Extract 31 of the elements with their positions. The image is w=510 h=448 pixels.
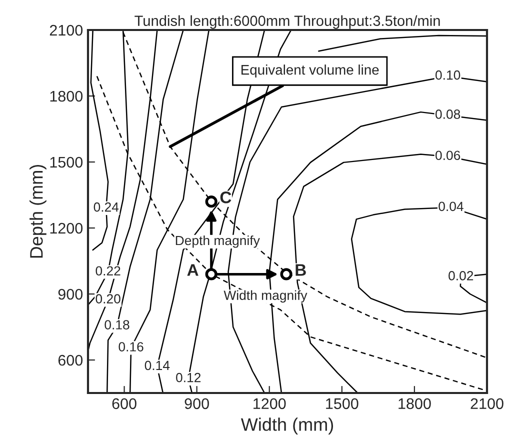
annotation: 0.16	[118, 342, 144, 352]
y-tick-label: 1200	[50, 222, 83, 234]
annotation: 0.18	[104, 320, 130, 330]
data-label: A	[187, 264, 198, 276]
annotation: Equivalent volume line	[242, 64, 379, 78]
x-tick-label: 900	[184, 398, 209, 410]
data-label: C	[220, 191, 232, 204]
x-tick-label: 1500	[326, 398, 358, 410]
point	[205, 268, 218, 280]
y-tick-label: 1500	[50, 156, 83, 168]
annotation: 0.24	[94, 202, 119, 212]
y-tick-label: 1800	[50, 90, 83, 102]
annotation: 0.12	[176, 372, 201, 382]
x-tick-label: 600	[112, 398, 136, 410]
y-tick-label: 600	[58, 354, 83, 366]
annotation: 0.14	[144, 360, 170, 370]
x-tick-label: 1800	[398, 398, 431, 410]
y-axis-title: Depth (mm)	[30, 164, 46, 258]
x-axis-title: Width (mm)	[240, 418, 334, 434]
x-tick-label: 2100	[470, 398, 504, 410]
annotation: Width magnify	[224, 290, 308, 303]
chart-title: Tundish length:6000mm Throughput:3.5ton/min	[134, 15, 440, 29]
y-tick-label: 900	[58, 288, 83, 300]
point	[280, 268, 292, 280]
point	[205, 196, 218, 208]
x-tick-label: 1200	[254, 398, 286, 410]
annotation: Depth magnify	[176, 235, 260, 248]
annotation: 0.02	[448, 271, 474, 280]
data-label: B	[296, 264, 306, 276]
y-tick-label: 2100	[50, 24, 83, 36]
line-series	[318, 34, 487, 52]
